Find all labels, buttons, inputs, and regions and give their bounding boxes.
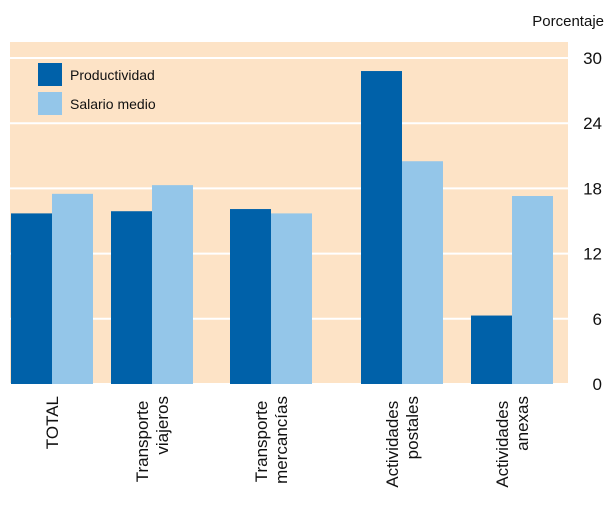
y-axis-label: Porcentaje [532, 13, 604, 30]
y-tick-label: 6 [593, 310, 602, 329]
x-tick-label: Transporte viajeros [133, 396, 172, 482]
y-tick-label: 24 [583, 114, 602, 133]
legend-label: Productividad [70, 67, 155, 83]
legend-label: Salario medio [70, 96, 156, 112]
x-tick-label-line: TOTAL [43, 396, 62, 449]
bar [52, 193, 93, 384]
legend-swatch [38, 92, 62, 115]
bar [361, 71, 402, 384]
bar [471, 315, 512, 384]
x-tick-label-line: postales [403, 396, 422, 459]
x-tick-label: TOTAL [43, 396, 62, 449]
bar [111, 211, 152, 384]
x-tick-label-line: Transporte [252, 396, 271, 482]
x-tick-label-line: Transporte [133, 396, 152, 482]
bar [271, 213, 312, 384]
y-tick-label: 12 [583, 245, 602, 264]
bar [402, 161, 443, 384]
y-tick-label: 30 [583, 49, 602, 68]
bar [230, 209, 271, 384]
legend-swatch [38, 63, 62, 86]
x-tick-label-line: mercancías [272, 396, 291, 484]
x-tick-label-line: anexas [513, 396, 532, 451]
x-tick-label-line: viajeros [153, 396, 172, 455]
x-tick-label: Actividades postales [383, 396, 422, 488]
x-tick-label: Actividades anexas [493, 396, 532, 488]
bar [512, 196, 553, 384]
x-tick-label-line: Actividades [493, 396, 512, 488]
bar [11, 213, 52, 384]
bar [152, 185, 193, 384]
x-tick-label-line: Actividades [383, 396, 402, 488]
y-tick-label: 18 [583, 179, 602, 198]
x-tick-label: Transporte mercancías [252, 396, 291, 484]
y-tick-label: 0 [593, 375, 602, 394]
